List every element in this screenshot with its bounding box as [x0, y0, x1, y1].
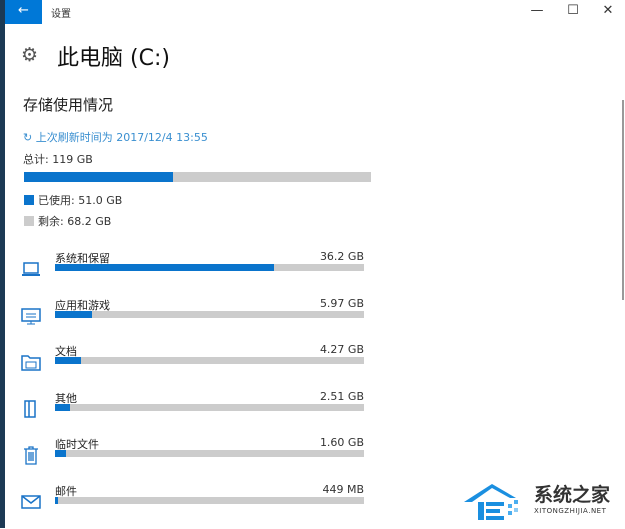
watermark-url: XITONGZHIJIA.NET [534, 507, 607, 515]
watermark-name: 系统之家 [534, 484, 611, 506]
category-size: 2.51 GB [319, 389, 364, 403]
category-size: 449 MB [322, 482, 364, 496]
back-button[interactable]: ← [5, 0, 42, 24]
category-label: 临时文件 [55, 438, 99, 451]
category-usage-bar [55, 264, 364, 271]
minimize-icon: — [530, 3, 544, 18]
total-capacity: 总计: 119 GB [23, 153, 93, 166]
category-usage-fill [55, 450, 66, 457]
category-label: 邮件 [55, 484, 77, 498]
category-label: 文档 [55, 345, 77, 358]
free-swatch [24, 216, 34, 226]
window-left-edge [0, 0, 5, 528]
section-heading: 存储使用情况 [23, 96, 114, 114]
category-usage-fill [55, 264, 275, 271]
category-size: 36.2 GB [319, 250, 364, 263]
category-label: 其他 [55, 391, 77, 405]
category-usage-bar [55, 403, 364, 411]
free-text: 剩余: 68.2 GB [38, 215, 112, 228]
maximize-icon: ☐ [567, 3, 579, 18]
minimize-button[interactable]: — [527, 3, 547, 18]
storage-category-item[interactable]: 系统和保留 36.2 GB [0, 250, 380, 294]
storage-category-item[interactable]: 邮件 449 MB [0, 483, 380, 527]
scrollbar[interactable] [622, 100, 624, 300]
legend-free: 剩余: 68.2 GB [24, 213, 111, 229]
category-label: 应用和游戏 [55, 298, 110, 312]
category-size: 4.27 GB [319, 343, 364, 356]
category-usage-bar [55, 450, 364, 457]
title-bar: ← 设置 — ☐ ✕ [5, 0, 625, 24]
storage-category-item[interactable]: 其他 2.51 GB [0, 390, 380, 434]
category-usage-bar [55, 310, 364, 318]
folder-icon [20, 351, 42, 373]
close-button[interactable]: ✕ [598, 3, 618, 18]
category-size: 1.60 GB [319, 436, 364, 449]
trash-icon [20, 444, 42, 466]
storage-category-item[interactable]: 应用和游戏 5.97 GB [0, 297, 380, 341]
gear-icon: ⚙ [21, 44, 39, 66]
arrow-left-icon: ← [18, 3, 29, 18]
watermark-logo: 系统之家 XITONGZHIJIA.NET [462, 480, 622, 525]
category-usage-fill [55, 357, 82, 364]
other-files-icon [20, 398, 42, 420]
close-icon: ✕ [602, 3, 614, 18]
total-usage-bar [24, 172, 371, 182]
monitor-keyboard-icon [20, 305, 42, 327]
category-usage-fill [55, 403, 71, 411]
category-usage-fill [55, 310, 93, 318]
laptop-icon [20, 258, 42, 280]
legend-used: 已使用: 51.0 GB [24, 192, 122, 208]
storage-category-item[interactable]: 文档 4.27 GB [0, 343, 380, 387]
used-text: 已使用: 51.0 GB [38, 194, 123, 207]
page-title: 此电脑 (C:) [57, 46, 170, 71]
mail-icon [20, 491, 42, 513]
house-logo-icon [464, 484, 518, 520]
total-usage-fill [24, 172, 174, 182]
category-usage-fill [55, 496, 59, 504]
window-title: 设置 [51, 9, 71, 20]
refresh-icon: ↻ [23, 131, 36, 144]
category-usage-bar [55, 357, 364, 364]
storage-category-item[interactable]: 临时文件 1.60 GB [0, 436, 380, 480]
category-label: 系统和保留 [55, 252, 110, 265]
used-swatch [24, 195, 34, 205]
refresh-text: 上次刷新时间为 2017/12/4 13:55 [35, 131, 208, 144]
maximize-button[interactable]: ☐ [563, 3, 583, 18]
refresh-link[interactable]: ↻ 上次刷新时间为 2017/12/4 13:55 [23, 129, 208, 145]
category-usage-bar [55, 496, 364, 504]
category-size: 5.97 GB [319, 296, 364, 310]
